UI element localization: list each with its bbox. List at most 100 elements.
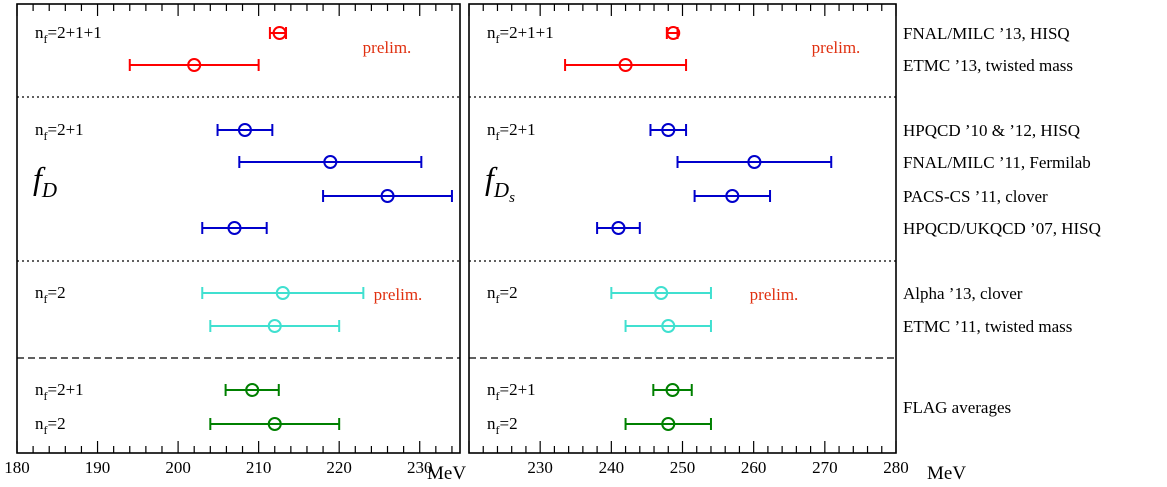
central-value-marker	[661, 319, 676, 333]
prelim-label: prelim.	[374, 285, 423, 304]
nf-value: =2	[48, 283, 66, 302]
central-value-marker	[267, 417, 282, 431]
central-value-marker	[245, 383, 260, 397]
collaboration-label: FLAG averages	[903, 398, 1011, 417]
data-point	[665, 26, 681, 40]
central-value-marker	[654, 286, 669, 300]
central-value-marker	[611, 221, 626, 235]
nf-subscript: f	[496, 389, 500, 403]
x-tick-label: 280	[883, 458, 909, 477]
collaboration-label: HPQCD/UKQCD ’07, HISQ	[903, 219, 1101, 238]
collaboration-label: FNAL/MILC ’11, Fermilab	[903, 153, 1091, 172]
nf-value: =2+1	[500, 120, 536, 139]
nf-label: nf=2	[487, 414, 518, 437]
central-value-marker	[237, 123, 252, 137]
x-tick-label: 240	[599, 458, 625, 477]
collaboration-label: Alpha ’13, clover	[903, 284, 1023, 303]
nf-base: n	[487, 23, 496, 42]
nf-label: nf=2+1	[35, 120, 84, 143]
data-point	[224, 383, 280, 397]
nf-base: n	[487, 414, 496, 433]
data-point	[624, 319, 712, 333]
nf-value: =2+1	[48, 380, 84, 399]
x-tick-label: 220	[326, 458, 352, 477]
data-point	[201, 221, 268, 235]
data-point	[209, 319, 341, 333]
central-value-marker	[272, 26, 287, 40]
nf-value: =2	[48, 414, 66, 433]
central-value-marker	[275, 286, 290, 300]
nf-subscript: f	[496, 32, 500, 46]
nf-value: =2	[500, 283, 518, 302]
data-point	[610, 286, 712, 300]
collaboration-label: FNAL/MILC ’13, HISQ	[903, 24, 1070, 43]
central-value-marker	[227, 221, 242, 235]
central-value-marker	[661, 123, 676, 137]
prelim-label: prelim.	[812, 38, 861, 57]
symbol-subscript: D	[493, 178, 509, 202]
data-point	[216, 123, 274, 137]
nf-subscript: f	[44, 32, 48, 46]
central-value-marker	[747, 155, 762, 169]
prelim-label: prelim.	[750, 285, 799, 304]
data-point	[209, 417, 341, 431]
x-tick-label: 260	[741, 458, 767, 477]
nf-value: =2	[500, 414, 518, 433]
nf-base: n	[35, 23, 44, 42]
nf-label: nf=2	[35, 283, 66, 306]
panel-fDs: 230 240 250 260 270 280fDsnf=2+1+1nf=2+1nf=2n…	[468, 3, 909, 477]
nf-label: nf=2	[487, 283, 518, 306]
nf-value: =2+1	[500, 380, 536, 399]
panel-symbol: fDs	[485, 160, 515, 206]
data-point	[322, 189, 453, 203]
data-point	[596, 221, 641, 235]
nf-base: n	[35, 120, 44, 139]
data-point	[676, 155, 833, 169]
nf-value: =2+1	[48, 120, 84, 139]
data-point	[649, 123, 688, 137]
data-point	[624, 417, 712, 431]
central-value-marker	[725, 189, 740, 203]
panel-symbol: fD	[33, 160, 57, 202]
data-point	[268, 26, 288, 40]
nf-label: nf=2+1	[487, 120, 536, 143]
symbol-subsubscript: s	[509, 190, 515, 206]
x-tick-label: 250	[670, 458, 696, 477]
nf-subscript: f	[44, 423, 48, 437]
nf-base: n	[487, 380, 496, 399]
nf-label: nf=2+1+1	[35, 23, 102, 46]
collaboration-label: PACS-CS ’11, clover	[903, 187, 1048, 206]
data-point	[693, 189, 772, 203]
x-tick-label: 190	[85, 458, 111, 477]
central-value-marker	[187, 58, 202, 72]
nf-label: nf=2	[35, 414, 66, 437]
collaboration-label: ETMC ’11, twisted mass	[903, 317, 1072, 336]
nf-base: n	[35, 380, 44, 399]
nf-base: n	[487, 120, 496, 139]
data-point	[652, 383, 693, 397]
panel-fD: 180 190 200 210 220 230fDnf=2+1+1nf=2+1nf=2nf…	[4, 3, 461, 477]
x-tick-label: 230	[407, 458, 433, 477]
x-tick-label: 210	[246, 458, 272, 477]
nf-label: nf=2+1	[487, 380, 536, 403]
x-tick-label: 180	[4, 458, 30, 477]
nf-subscript: f	[496, 292, 500, 306]
nf-base: n	[487, 283, 496, 302]
data-point	[128, 58, 260, 72]
collaboration-label: HPQCD ’10 & ’12, HISQ	[903, 121, 1080, 140]
nf-subscript: f	[496, 423, 500, 437]
central-value-marker	[665, 383, 680, 397]
nf-subscript: f	[496, 129, 500, 143]
x-unit-label: MeV	[427, 463, 466, 484]
x-tick-label: 230	[527, 458, 553, 477]
data-point	[564, 58, 688, 72]
nf-base: n	[35, 414, 44, 433]
x-tick-label: 200	[165, 458, 191, 477]
x-unit-label: MeV	[927, 463, 966, 484]
nf-label: nf=2+1	[35, 380, 84, 403]
nf-subscript: f	[44, 292, 48, 306]
nf-subscript: f	[44, 389, 48, 403]
nf-value: =2+1+1	[48, 23, 102, 42]
central-value-marker	[323, 155, 338, 169]
